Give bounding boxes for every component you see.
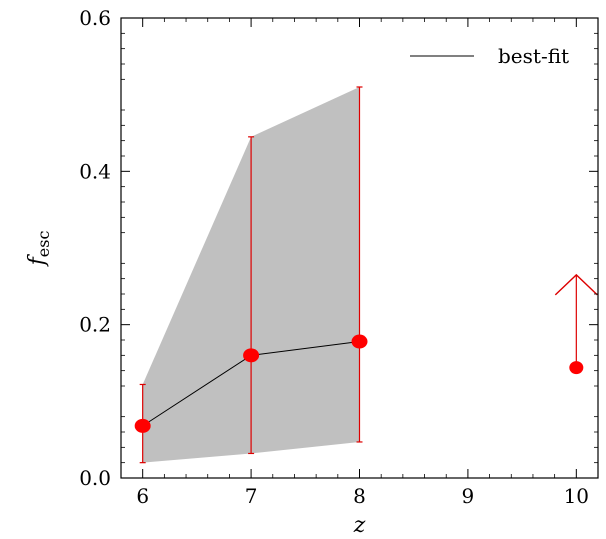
x-tick-label-0: 6 xyxy=(136,484,149,508)
data-point-layer xyxy=(134,334,368,433)
x-tick-label-3: 9 xyxy=(462,484,475,508)
axis-ticks xyxy=(120,17,599,479)
lower-limit-point xyxy=(569,361,584,375)
x-axis-label: z xyxy=(353,513,366,538)
data-point-0 xyxy=(134,418,151,433)
y-tick-label-1: 0.2 xyxy=(79,313,111,337)
y-axis-label-subscript: esc xyxy=(34,231,53,258)
lower-limit-layer xyxy=(554,273,598,375)
y-axis-label: fesc xyxy=(25,231,53,268)
y-tick-label-3: 0.6 xyxy=(79,6,111,30)
lower-limit-arrowhead xyxy=(554,273,598,296)
data-point-1 xyxy=(243,348,260,363)
x-tick-label-2: 8 xyxy=(353,484,366,508)
errorbar-layer xyxy=(139,86,363,464)
x-tick-label-4: 10 xyxy=(564,484,589,508)
y-tick-labels: 0.0 0.2 0.4 0.6 xyxy=(79,6,111,490)
legend-entry-best-fit: best-fit xyxy=(498,44,569,68)
legend: best-fit xyxy=(410,44,569,68)
y-tick-label-2: 0.4 xyxy=(79,159,111,183)
x-tick-labels: 6 7 8 9 10 xyxy=(136,484,589,508)
data-point-2 xyxy=(351,334,368,349)
y-tick-label-0: 0.0 xyxy=(79,466,111,490)
x-tick-label-1: 7 xyxy=(245,484,258,508)
